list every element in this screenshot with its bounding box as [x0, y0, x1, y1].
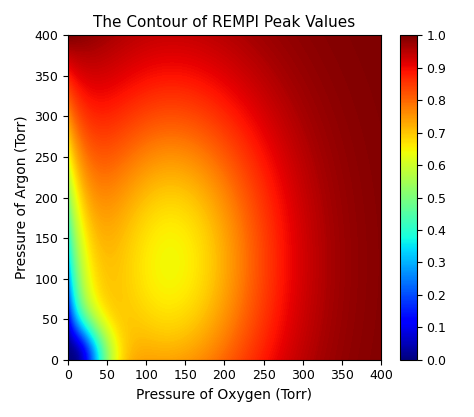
Title: The Contour of REMPI Peak Values: The Contour of REMPI Peak Values — [93, 15, 355, 30]
X-axis label: Pressure of Oxygen (Torr): Pressure of Oxygen (Torr) — [137, 388, 312, 402]
Y-axis label: Pressure of Argon (Torr): Pressure of Argon (Torr) — [15, 116, 29, 279]
